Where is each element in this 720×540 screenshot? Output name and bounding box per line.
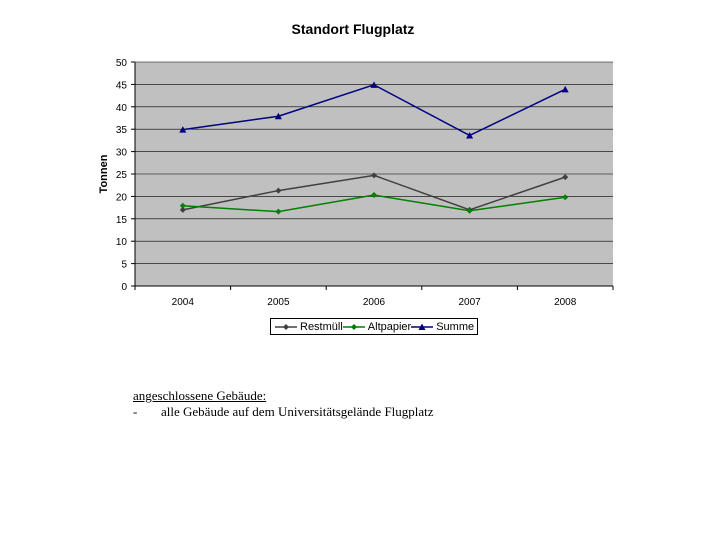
chart-title: Standort Flugplatz [292, 21, 415, 37]
x-tick-labels: 2004 2005 2006 2007 2008 [172, 297, 577, 308]
y-tick-label-6: 30 [116, 148, 128, 159]
legend-label-restmuell: Restmüll [300, 320, 343, 333]
data-point-altpapier-2004 [179, 202, 186, 209]
legend-label-altpapier: Altpapier [367, 320, 412, 333]
x-tick-label-0: 2004 [172, 297, 195, 308]
data-point-altpapier-2008 [562, 194, 569, 201]
data-point-altpapier-2007 [466, 207, 473, 214]
caption-block: angeschlossene Gebäude: - alle Gebäude a… [133, 388, 434, 420]
data-point-summe-2006 [370, 81, 378, 88]
y-tick-label-9: 45 [116, 80, 128, 91]
legend-swatch-altpapier [342, 322, 365, 332]
series-lines [179, 81, 569, 215]
legend: Restmüll Altpapier Summe [270, 318, 478, 335]
legend-item-altpapier: Altpapier [342, 320, 412, 333]
chart: Standort Flugplatz 05101520253035404550 … [98, 21, 614, 308]
y-tick-label-7: 35 [116, 125, 128, 136]
legend-item-restmuell: Restmüll [275, 321, 343, 333]
y-tick-label-1: 5 [121, 260, 127, 271]
data-point-restmuell-2006 [371, 172, 377, 179]
data-point-summe-2007 [466, 131, 474, 139]
y-tick-label-3: 15 [116, 215, 128, 226]
data-point-restmuell-2008 [562, 174, 569, 181]
x-tick-label-2: 2006 [363, 297, 386, 308]
legend-swatch-restmuell [275, 322, 297, 332]
data-point-summe-2008 [561, 85, 569, 93]
legend-label-summe: Summe [436, 320, 475, 333]
caption-heading: angeschlossene Gebäude: [133, 388, 267, 403]
y-tick-labels: 0 5 10 15 20 25 30 35 40 45 50 [116, 58, 128, 293]
legend-item-summe: Summe [411, 321, 474, 333]
y-tick-label-2: 10 [116, 237, 128, 248]
data-point-restmuell-2004 [179, 206, 186, 213]
caption-list-item: - alle Gebäude auf dem Universitätsgelän… [133, 404, 434, 420]
data-point-altpapier-2006 [371, 192, 377, 199]
y-tick-label-0: 0 [121, 282, 127, 293]
x-tick-label-3: 2007 [458, 297, 481, 308]
y-axis-label: Tonnen [98, 154, 110, 193]
x-tick-label-4: 2008 [554, 297, 577, 308]
y-tick-label-10: 50 [116, 58, 128, 69]
data-point-summe-2005 [274, 112, 282, 120]
data-point-restmuell-2005 [275, 187, 282, 194]
legend-swatch-summe [411, 322, 434, 332]
x-tick-label-1: 2005 [267, 297, 290, 308]
data-point-summe-2004 [179, 126, 187, 133]
data-point-altpapier-2005 [275, 208, 282, 215]
axes [134, 62, 614, 290]
caption-item-text: alle Gebäude auf dem Universitätsgelände… [161, 404, 434, 419]
caption-bullet: - [133, 404, 138, 419]
y-tick-label-8: 40 [116, 103, 128, 114]
y-tick-label-4: 20 [116, 192, 128, 203]
y-tick-label-5: 25 [116, 170, 128, 181]
